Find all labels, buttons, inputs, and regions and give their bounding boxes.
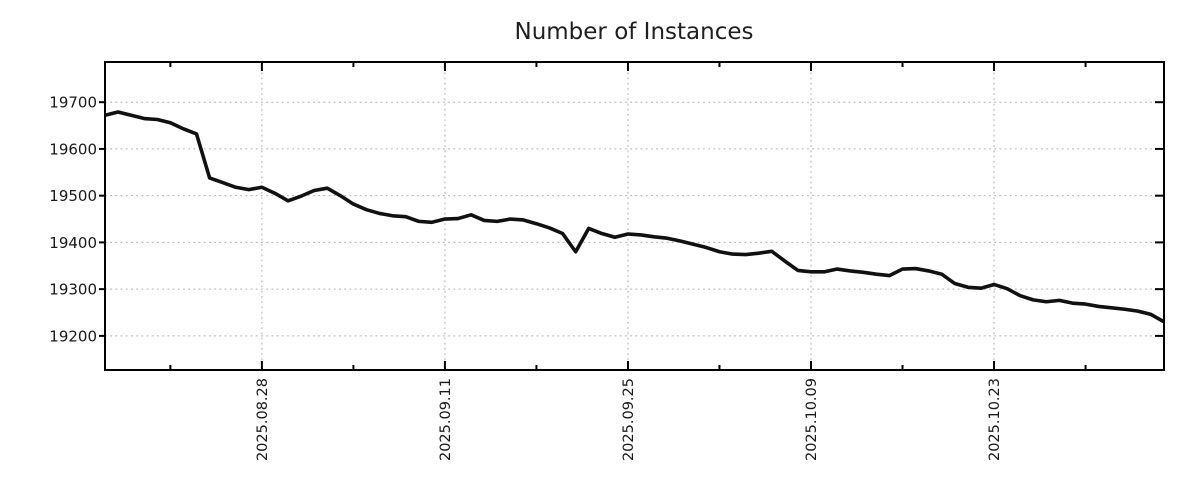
x-tick-label: 2025.09.11	[438, 378, 454, 461]
y-tick-label: 19300	[49, 281, 97, 299]
axis-ticks	[99, 62, 1164, 370]
gridlines	[105, 62, 1164, 370]
x-tick-label: 2025.10.23	[987, 378, 1003, 461]
x-tick-label: 2025.10.09	[804, 378, 820, 461]
y-tick-label: 19600	[49, 140, 97, 158]
x-tick-label: 2025.09.25	[621, 378, 637, 461]
y-tick-label: 19700	[49, 94, 97, 112]
plot-border	[104, 61, 1165, 371]
data-line	[104, 110, 1165, 324]
x-tick-label: 2025.08.28	[255, 378, 271, 461]
y-tick-label: 19200	[49, 327, 97, 345]
axis-tick-labels: 19200 19300 19400 19500 19600 19700 2025.08.28…	[49, 94, 1003, 461]
y-tick-label: 19400	[49, 234, 97, 252]
chart-title: Number of Instances	[515, 19, 754, 45]
y-tick-label: 19500	[49, 187, 97, 205]
